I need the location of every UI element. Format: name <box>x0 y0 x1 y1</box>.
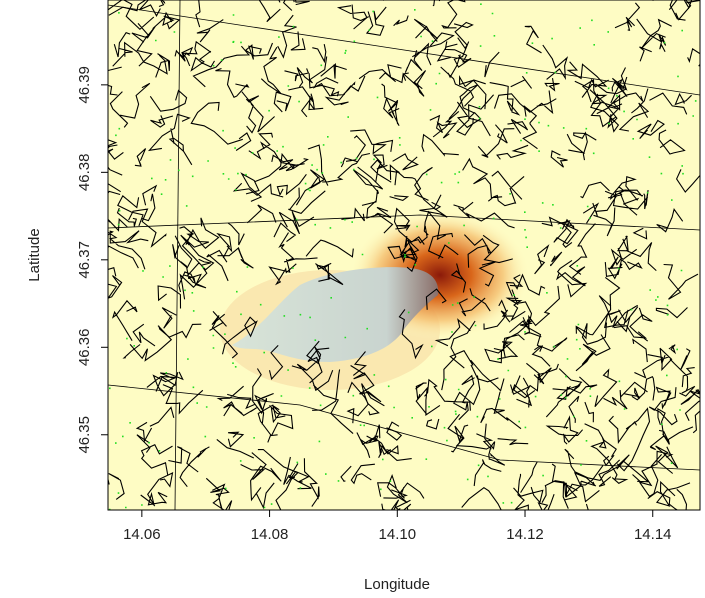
x-tick-label: 14.08 <box>251 526 289 543</box>
y-tick-label: 46.35 <box>76 416 93 454</box>
x-tick-label: 14.14 <box>634 526 672 543</box>
y-tick-label: 46.36 <box>76 329 93 367</box>
map-layer <box>80 0 705 547</box>
map-plot: Longitude Latitude 14.06 14.08 14.10 14.12 1… <box>0 0 705 598</box>
x-tick-label: 14.12 <box>506 526 544 543</box>
x-axis-label: Longitude <box>364 576 430 593</box>
page: Longitude Latitude 14.06 14.08 14.10 14.12 1… <box>0 0 705 598</box>
y-tick-label: 46.37 <box>76 241 93 279</box>
x-tick-label: 14.10 <box>379 526 417 543</box>
y-tick-label: 46.39 <box>76 66 93 104</box>
y-tick-label: 46.38 <box>76 154 93 192</box>
y-axis-label: Latitude <box>26 228 43 281</box>
x-tick-label: 14.06 <box>123 526 161 543</box>
